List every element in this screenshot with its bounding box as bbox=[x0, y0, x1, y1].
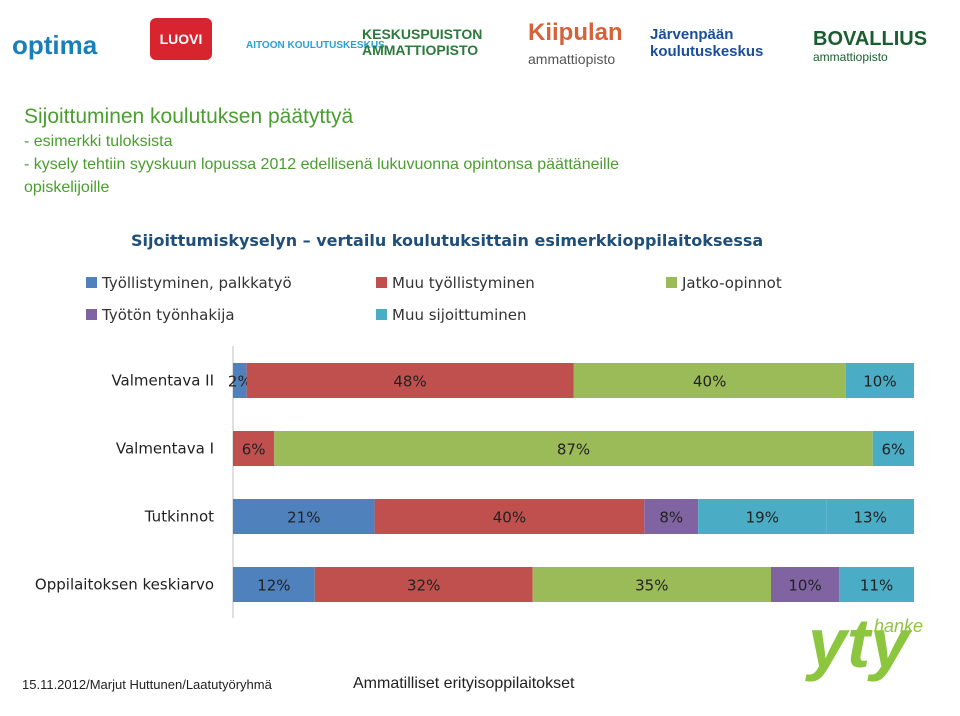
data-label: 10% bbox=[788, 577, 821, 595]
legend-swatch-jatko-opinnot bbox=[666, 277, 677, 288]
yty-hanke-text: hanke bbox=[874, 616, 924, 636]
bar-segment bbox=[233, 567, 315, 602]
bar-segment bbox=[314, 567, 533, 602]
luovi-logo: LUOVI bbox=[150, 18, 212, 60]
bar-segment bbox=[826, 499, 914, 534]
jarvenpaa-logo: Järvenpään koulutuskeskus bbox=[650, 26, 763, 60]
bar-segment bbox=[770, 567, 840, 602]
bar-segment bbox=[644, 499, 699, 534]
legend-label-tyoton: Työtön työnhakija bbox=[102, 306, 235, 324]
legend-label-jatko-opinnot: Jatko-opinnot bbox=[682, 274, 782, 292]
kiipula-logo-line1: Kiipulan bbox=[528, 19, 623, 46]
luovi-logo-text: LUOVI bbox=[159, 31, 203, 47]
kiipula-logo: Kiipulan ammattiopisto bbox=[528, 20, 623, 72]
chart-title: Sijoittumiskyselyn – vertailu koulutuksi… bbox=[131, 231, 764, 250]
yty-logo: yty bbox=[808, 604, 910, 682]
bar-segment bbox=[839, 567, 914, 602]
aitoon-logo-text: AITOON KOULUTUSKESKUS bbox=[246, 40, 385, 51]
header: Sijoittuminen koulutuksen päätyttyä - es… bbox=[24, 104, 619, 199]
footer-organization: Ammatilliset erityisoppilaitokset bbox=[353, 675, 575, 692]
data-label: 8% bbox=[659, 509, 683, 527]
legend-item-tyoton: Työtön työnhakija bbox=[86, 306, 235, 324]
data-label: 13% bbox=[854, 509, 887, 527]
jarvenpaa-logo-line2: koulutuskeskus bbox=[650, 43, 764, 60]
data-label: 40% bbox=[493, 509, 526, 527]
bar-segment bbox=[845, 363, 914, 398]
legend-item-palkkatyo: Työllistyminen, palkkatyö bbox=[86, 274, 292, 292]
aitoon-logo: AITOON KOULUTUSKESKUS bbox=[246, 40, 385, 52]
data-label: 35% bbox=[635, 577, 668, 595]
bar-segment bbox=[374, 499, 645, 534]
bovallius-logo: BOVALLIUS ammattiopisto bbox=[813, 28, 928, 66]
legend-swatch-muu-sijoittuminen bbox=[376, 309, 387, 320]
keskuspuisto-logo-line1: KESKUSPUISTON bbox=[362, 26, 483, 42]
legend-label-muu-tyollistyminen: Muu työllistyminen bbox=[392, 274, 535, 292]
bar-segment bbox=[872, 431, 914, 466]
optima-logo-text: optima bbox=[12, 30, 98, 60]
data-label: 21% bbox=[287, 509, 320, 527]
data-label: 48% bbox=[393, 373, 426, 391]
keskuspuisto-logo-line2: AMMATTIOPISTO bbox=[362, 42, 479, 58]
legend-label-palkkatyo: Työllistyminen, palkkatyö bbox=[102, 274, 292, 292]
bar-segment bbox=[532, 567, 771, 602]
category-label: Oppilaitoksen keskiarvo bbox=[35, 576, 214, 594]
legend-swatch-muu-tyollistyminen bbox=[376, 277, 387, 288]
footer-author: 15.11.2012/Marjut Huttunen/Laatutyöryhmä bbox=[22, 677, 272, 692]
kiipula-logo-line2: ammattiopisto bbox=[528, 51, 616, 67]
optima-logo: optima bbox=[12, 30, 97, 61]
legend-swatch-tyoton bbox=[86, 309, 97, 320]
logo-strip: optima LUOVI AITOON KOULUTUSKESKUS KESKU… bbox=[0, 0, 960, 80]
subtitle-line-1: - esimerkki tuloksista bbox=[24, 133, 173, 150]
data-label: 6% bbox=[242, 441, 266, 459]
bovallius-logo-line2: ammattiopisto bbox=[813, 50, 888, 64]
data-label: 11% bbox=[860, 577, 893, 595]
legend-label-muu-sijoittuminen: Muu sijoittuminen bbox=[392, 306, 527, 324]
category-label: Valmentava I bbox=[116, 440, 214, 458]
category-label: Valmentava II bbox=[111, 372, 214, 390]
bar-segment bbox=[573, 363, 846, 398]
bovallius-logo-line1: BOVALLIUS bbox=[813, 28, 928, 50]
data-label: 6% bbox=[881, 441, 905, 459]
data-label: 10% bbox=[863, 373, 896, 391]
page-title: Sijoittuminen koulutuksen päätyttyä bbox=[24, 105, 354, 128]
bar-segment bbox=[246, 363, 574, 398]
subtitle-line-2: - kysely tehtiin syyskuun lopussa 2012 e… bbox=[24, 156, 620, 173]
data-label: 19% bbox=[746, 509, 779, 527]
category-label: Tutkinnot bbox=[144, 508, 214, 526]
subtitle-line-3: opiskelijoille bbox=[24, 179, 110, 196]
jarvenpaa-logo-line1: Järvenpään bbox=[650, 26, 734, 43]
data-label: 40% bbox=[693, 373, 726, 391]
bar-segment bbox=[233, 499, 375, 534]
bar-segment bbox=[698, 499, 827, 534]
legend-swatch-palkkatyo bbox=[86, 277, 97, 288]
data-label: 12% bbox=[257, 577, 290, 595]
data-label: 32% bbox=[407, 577, 440, 595]
bar-segment bbox=[274, 431, 873, 466]
bar-segment bbox=[233, 431, 275, 466]
bar-segment bbox=[233, 363, 247, 398]
legend-item-jatko-opinnot: Jatko-opinnot bbox=[666, 274, 782, 292]
legend-item-muu-tyollistyminen: Muu työllistyminen bbox=[376, 274, 535, 292]
legend-item-muu-sijoittuminen: Muu sijoittuminen bbox=[376, 306, 527, 324]
data-label: 2% bbox=[228, 373, 252, 391]
keskuspuisto-logo: KESKUSPUISTON AMMATTIOPISTO bbox=[362, 26, 482, 58]
data-label: 87% bbox=[557, 441, 590, 459]
